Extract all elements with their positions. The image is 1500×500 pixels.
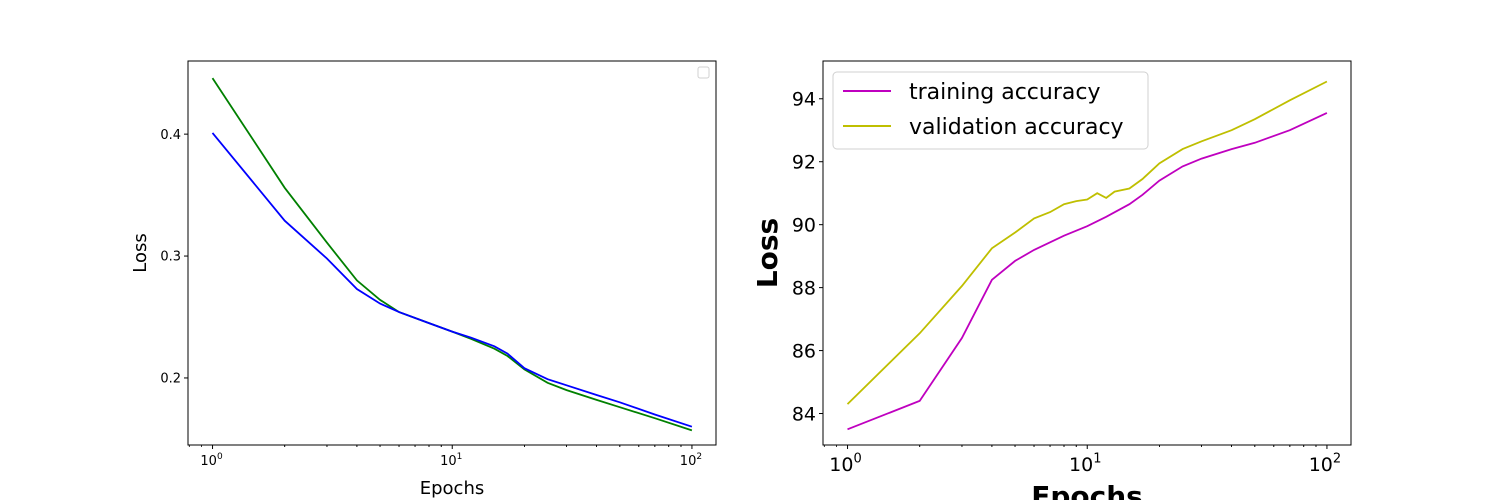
loss-chart: 100 101 102 0.2 0.3 0.4 Epochs Loss bbox=[130, 60, 717, 499]
y-tick-label: 0.2 bbox=[160, 372, 181, 387]
x-tick-label: 101 bbox=[1069, 451, 1101, 476]
x-tick-label: 100 bbox=[200, 452, 223, 469]
accuracy-series-layer bbox=[846, 80, 1328, 431]
y-tick-label: 84 bbox=[792, 403, 816, 425]
y-tick-label: 0.3 bbox=[160, 250, 181, 265]
x-tick-label: 102 bbox=[1309, 451, 1341, 476]
series-0-line bbox=[211, 77, 693, 432]
y-tick-label: 0.4 bbox=[160, 128, 181, 143]
x-tick-label: 101 bbox=[440, 452, 462, 469]
legend-label-training: training accuracy bbox=[909, 80, 1100, 105]
loss-chart-legend-empty bbox=[697, 66, 710, 79]
y-tick-label: 92 bbox=[792, 152, 816, 174]
training-accuracy-line bbox=[847, 112, 1328, 431]
y-tick-label: 94 bbox=[792, 89, 816, 111]
loss-chart-x-label: Epochs bbox=[420, 478, 485, 499]
legend-frame bbox=[832, 71, 1149, 150]
loss-chart-ticks: 100 101 102 0.2 0.3 0.4 bbox=[160, 128, 702, 469]
accuracy-chart-legend: training accuracy validation accuracy bbox=[832, 71, 1149, 150]
loss-series-layer bbox=[211, 77, 693, 432]
accuracy-chart-ticks: 100 101 102 84 86 88 90 92 94 bbox=[792, 89, 1341, 476]
x-tick-label: 100 bbox=[829, 451, 861, 476]
y-tick-label: 88 bbox=[792, 277, 816, 299]
loss-chart-plot-frame bbox=[187, 60, 717, 446]
validation-accuracy-line bbox=[846, 80, 1328, 405]
loss-chart-y-label: Loss bbox=[130, 233, 151, 272]
y-tick-label: 90 bbox=[792, 215, 816, 237]
accuracy-chart-x-label: Epochs bbox=[1031, 480, 1143, 500]
legend-label-validation: validation accuracy bbox=[909, 115, 1124, 140]
y-tick-label: 86 bbox=[792, 340, 816, 362]
accuracy-chart-y-label: Loss bbox=[751, 218, 784, 288]
x-tick-label: 102 bbox=[680, 452, 702, 469]
accuracy-chart: 100 101 102 84 86 88 90 92 94 Epochs Loss traini… bbox=[751, 60, 1352, 500]
series-1-line bbox=[211, 132, 693, 428]
